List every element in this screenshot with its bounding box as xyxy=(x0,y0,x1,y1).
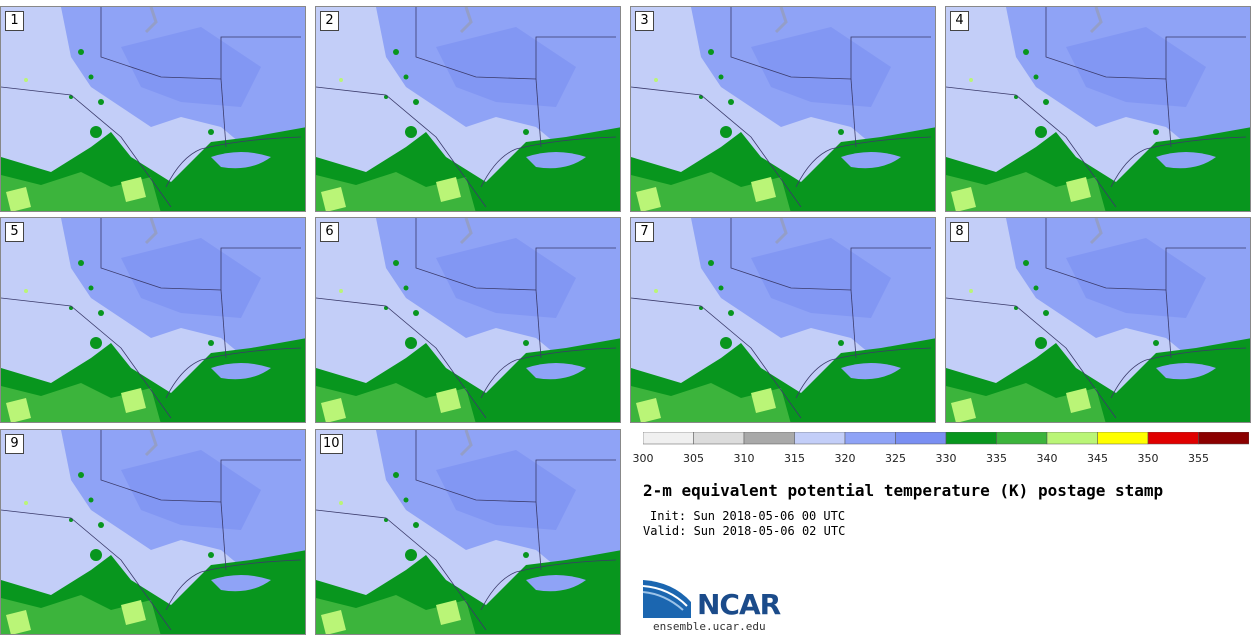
colorbar-segment xyxy=(743,432,795,445)
panel-number: 7 xyxy=(635,222,654,242)
colorbar-tick-label: 325 xyxy=(885,452,906,465)
colorbar-tick-label: 315 xyxy=(784,452,805,465)
map-panel-5: 5 xyxy=(0,217,306,423)
panel-number: 1 xyxy=(5,11,24,31)
panel-number: 9 xyxy=(5,434,24,454)
map-panel-9: 9 xyxy=(0,429,306,635)
colorbar-tick-label: 355 xyxy=(1188,452,1209,465)
colorbar-tick-label: 330 xyxy=(935,452,957,465)
colorbar-segment xyxy=(1198,432,1249,445)
colorbar-segment xyxy=(844,432,896,445)
colorbar-tick-label: 350 xyxy=(1137,452,1159,465)
panel-number: 4 xyxy=(950,11,969,31)
logo-text: NCAR xyxy=(697,588,781,621)
colorbar-segment xyxy=(1046,432,1098,445)
colorbar xyxy=(643,432,1249,445)
map-panel-3: 3 xyxy=(630,6,936,212)
map-panel-8: 8 xyxy=(945,217,1251,423)
colorbar-segment xyxy=(643,432,694,445)
colorbar-segment xyxy=(945,432,997,445)
colorbar-segment xyxy=(895,432,947,445)
plot-title: 2-m equivalent potential temperature (K)… xyxy=(643,481,1164,500)
panel-number: 10 xyxy=(320,434,343,454)
colorbar-tick-label: 310 xyxy=(733,452,755,465)
website-url: ensemble.ucar.edu xyxy=(653,620,766,633)
colorbar-tick-label: 335 xyxy=(986,452,1007,465)
panel-number: 2 xyxy=(320,11,339,31)
colorbar-segment xyxy=(693,432,745,445)
map-panel-2: 2 xyxy=(315,6,621,212)
colorbar-segment xyxy=(1147,432,1199,445)
map-panel-1: 1 xyxy=(0,6,306,212)
panel-number: 6 xyxy=(320,222,339,242)
colorbar-tick-label: 305 xyxy=(683,452,704,465)
map-panel-10: 10 xyxy=(315,429,621,635)
colorbar-segment xyxy=(996,432,1048,445)
panel-number: 3 xyxy=(635,11,654,31)
colorbar-tick-label: 320 xyxy=(834,452,856,465)
panel-number: 5 xyxy=(5,222,24,242)
colorbar-tick-label: 300 xyxy=(632,452,654,465)
map-panel-4: 4 xyxy=(945,6,1251,212)
colorbar-segment xyxy=(794,432,846,445)
map-panel-6: 6 xyxy=(315,217,621,423)
init-time: Init: Sun 2018-05-06 00 UTC xyxy=(650,509,846,523)
panel-number: 8 xyxy=(950,222,969,242)
ncar-logo-icon xyxy=(643,580,691,618)
map-panel-7: 7 xyxy=(630,217,936,423)
colorbar-tick-label: 345 xyxy=(1087,452,1108,465)
valid-time: Valid: Sun 2018-05-06 02 UTC xyxy=(643,524,846,538)
colorbar-tick-label: 340 xyxy=(1036,452,1058,465)
colorbar-segment xyxy=(1097,432,1149,445)
